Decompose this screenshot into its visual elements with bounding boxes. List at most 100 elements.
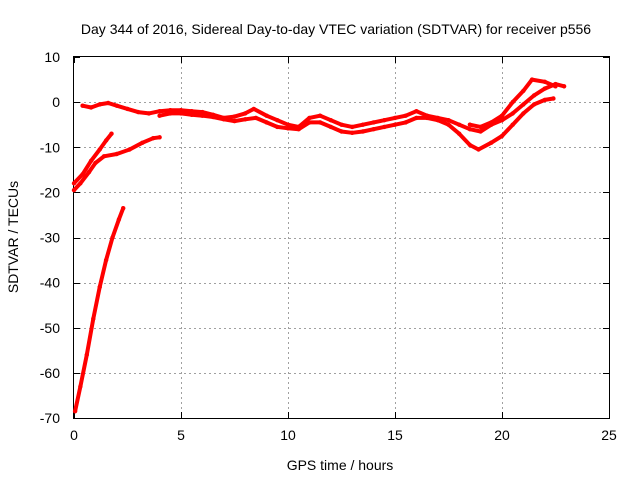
data-point bbox=[328, 124, 333, 130]
data-point bbox=[371, 127, 376, 132]
data-point bbox=[114, 103, 120, 108]
data-point bbox=[553, 84, 558, 89]
data-point bbox=[489, 140, 494, 145]
data-point bbox=[339, 122, 344, 127]
y-tick-label: -50 bbox=[40, 320, 60, 336]
data-point bbox=[127, 147, 132, 152]
data-point bbox=[114, 151, 120, 157]
data-point bbox=[542, 86, 547, 91]
data-point bbox=[232, 118, 237, 124]
data-point bbox=[275, 118, 280, 123]
data-point bbox=[146, 111, 152, 116]
data-point bbox=[106, 100, 111, 106]
data-point bbox=[317, 113, 323, 118]
data-point bbox=[510, 122, 515, 127]
data-point bbox=[478, 124, 483, 130]
data-point bbox=[285, 126, 291, 131]
data-point bbox=[221, 117, 226, 122]
data-point bbox=[97, 102, 102, 107]
data-point bbox=[264, 113, 269, 118]
data-point bbox=[93, 160, 98, 166]
data-point bbox=[109, 131, 114, 136]
data-point bbox=[414, 115, 419, 121]
data-point bbox=[392, 115, 398, 121]
data-point bbox=[84, 352, 90, 357]
data-point bbox=[296, 127, 301, 132]
y-tick-label: 0 bbox=[52, 94, 60, 110]
data-series bbox=[71, 77, 567, 414]
data-point bbox=[91, 316, 96, 321]
data-point bbox=[360, 122, 366, 127]
data-point bbox=[510, 111, 515, 116]
data-point bbox=[446, 118, 451, 123]
data-point bbox=[424, 115, 430, 121]
data-point bbox=[101, 154, 107, 159]
data-point bbox=[510, 99, 515, 105]
data-point bbox=[551, 96, 556, 101]
y-tick-label: 10 bbox=[44, 49, 60, 65]
data-point bbox=[200, 113, 205, 118]
data-point bbox=[446, 122, 451, 127]
data-point bbox=[189, 112, 194, 118]
x-tick-label: 25 bbox=[601, 427, 617, 443]
data-point bbox=[307, 115, 312, 121]
data-point bbox=[189, 109, 194, 114]
data-point bbox=[275, 124, 280, 130]
data-point bbox=[457, 122, 462, 127]
data-point bbox=[392, 122, 398, 127]
data-point bbox=[531, 102, 537, 107]
data-point bbox=[103, 138, 109, 143]
data-point bbox=[243, 117, 248, 122]
data-point bbox=[499, 118, 505, 123]
data-point bbox=[86, 169, 92, 175]
data-point bbox=[121, 206, 126, 211]
x-tick-label: 10 bbox=[280, 427, 296, 443]
data-point bbox=[350, 130, 355, 135]
data-point bbox=[178, 111, 184, 116]
data-point bbox=[78, 384, 83, 389]
data-point bbox=[71, 187, 77, 193]
y-tick-label: -40 bbox=[40, 275, 60, 291]
y-axis-label: SDTVAR / TECUs bbox=[5, 181, 21, 293]
plot-frame bbox=[73, 56, 610, 419]
data-point bbox=[157, 135, 162, 140]
data-point bbox=[97, 284, 102, 290]
data-point bbox=[521, 111, 526, 116]
data-point bbox=[561, 84, 567, 89]
data-point bbox=[521, 102, 526, 107]
data-point bbox=[489, 120, 494, 125]
y-tick-label: -70 bbox=[40, 410, 60, 426]
data-point bbox=[116, 217, 122, 222]
data-point bbox=[232, 114, 237, 119]
data-point bbox=[403, 120, 408, 125]
data-point bbox=[360, 129, 366, 134]
data-point bbox=[168, 111, 173, 116]
x-axis-label: GPS time / hours bbox=[287, 457, 394, 473]
data-point bbox=[542, 79, 547, 85]
data-point bbox=[210, 114, 216, 120]
data-point bbox=[243, 111, 248, 116]
data-point bbox=[80, 172, 85, 177]
x-tick-label: 0 bbox=[70, 427, 78, 443]
data-point bbox=[157, 109, 162, 114]
data-point bbox=[78, 181, 83, 186]
y-tick-label: -20 bbox=[40, 184, 60, 200]
data-point bbox=[457, 131, 462, 136]
data-point bbox=[382, 124, 387, 130]
data-point bbox=[339, 129, 344, 134]
data-point bbox=[478, 129, 483, 134]
data-point bbox=[168, 108, 173, 113]
data-point bbox=[140, 140, 145, 145]
data-point bbox=[88, 158, 94, 163]
data-point bbox=[499, 133, 505, 139]
y-tick-label: -10 bbox=[40, 139, 60, 155]
y-tick-label: -60 bbox=[40, 365, 60, 381]
axis-ticks: 0 5 10 15 20 25 -70 -60 -50 -40 -30 -20 -10 0 10 bbox=[40, 49, 617, 443]
data-point bbox=[110, 235, 115, 240]
data-point bbox=[200, 109, 205, 115]
data-point bbox=[285, 122, 291, 127]
data-point bbox=[499, 113, 505, 118]
data-point bbox=[88, 105, 94, 110]
y-tick-label: -30 bbox=[40, 230, 60, 246]
data-point bbox=[251, 106, 256, 112]
